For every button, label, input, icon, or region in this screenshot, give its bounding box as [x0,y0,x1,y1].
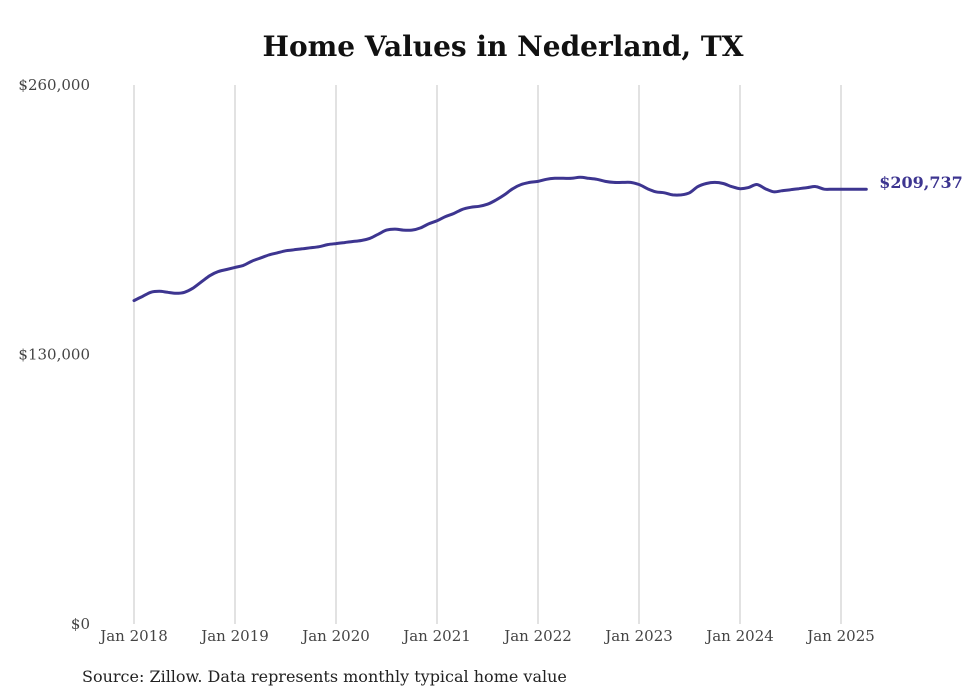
source-note: Source: Zillow. Data represents monthly … [82,667,567,686]
x-tick-label: Jan 2024 [704,627,774,645]
chart-title: Home Values in Nederland, TX [262,30,744,63]
y-tick-label: $0 [71,615,90,633]
y-tick-label: $260,000 [18,76,90,94]
x-tick-label: Jan 2020 [300,627,370,645]
series-end-label: $209,737 [879,173,963,192]
x-tick-label: Jan 2025 [805,627,875,645]
x-tick-label: Jan 2019 [199,627,269,645]
y-tick-label: $130,000 [18,346,90,364]
x-tick-label: Jan 2022 [502,627,572,645]
x-tick-label: Jan 2018 [98,627,168,645]
series-line [132,175,868,303]
x-tick-label: Jan 2023 [603,627,673,645]
x-tick-label: Jan 2021 [401,627,471,645]
